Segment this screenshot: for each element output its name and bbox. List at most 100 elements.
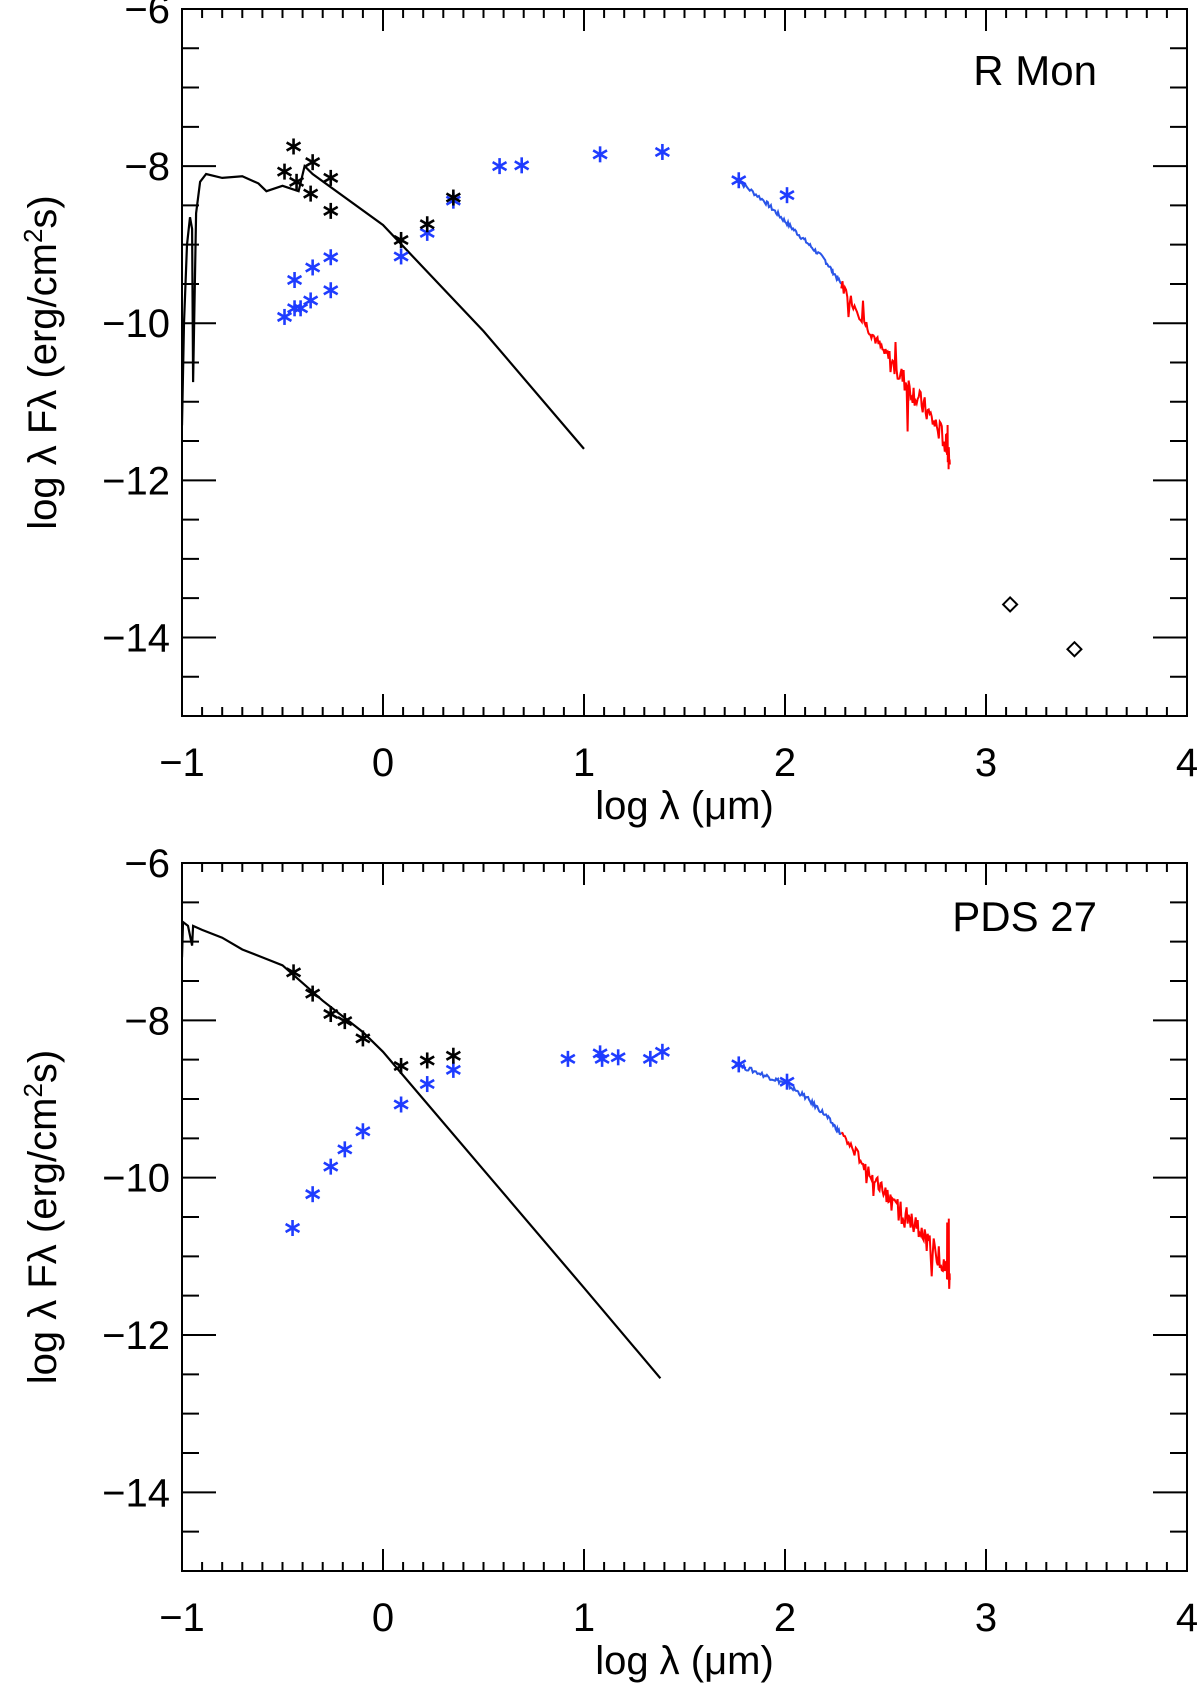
- observed-photometry-point: [419, 1052, 435, 1069]
- dereddened-photometry-point: [303, 292, 319, 309]
- dereddened-photometry-point: [355, 1123, 371, 1140]
- asterisk-stroke: [642, 1053, 658, 1065]
- asterisk-stroke: [276, 166, 293, 177]
- asterisk-stroke: [323, 252, 339, 263]
- x-tick-label: 0: [372, 741, 394, 785]
- y-tick-label: −14: [102, 616, 170, 660]
- asterisk-stroke: [654, 1046, 670, 1057]
- dereddened-photometry-point: [779, 187, 795, 204]
- x-tick-label: 3: [975, 741, 997, 785]
- asterisk-stroke: [305, 157, 321, 168]
- observed-photometry-point: [445, 1047, 461, 1064]
- asterisk-stroke: [305, 1189, 321, 1200]
- y-axis-label: log λ Fλ (erg/cm2s): [18, 195, 65, 530]
- asterisk-stroke: [293, 303, 309, 314]
- observed-photometry-point: [285, 964, 302, 981]
- dereddened-photometry-point: [642, 1050, 658, 1067]
- photosphere-model-line: [182, 163, 585, 450]
- observed-photometry-point: [323, 1006, 339, 1023]
- x-tick-label: 4: [1176, 1596, 1198, 1640]
- observed-photometry-point: [276, 163, 293, 180]
- dereddened-photometry-point: [560, 1050, 576, 1067]
- plot-frame: [181, 8, 1188, 717]
- y-tick-label: −8: [124, 999, 170, 1043]
- dereddened-photometry-point: [305, 1186, 321, 1203]
- observed-photometry-point: [305, 154, 321, 171]
- asterisk-stroke: [419, 219, 435, 230]
- observed-photometry-point: [419, 216, 435, 233]
- observed-photometry-point: [355, 1030, 371, 1047]
- asterisk-stroke: [393, 1060, 409, 1072]
- dereddened-photometry-point: [276, 308, 293, 325]
- asterisk-stroke: [305, 262, 321, 273]
- dereddened-photometry-point: [393, 248, 409, 265]
- observed-photometry-point: [337, 1013, 353, 1030]
- asterisk-stroke: [419, 1055, 435, 1066]
- plot-area: [182, 138, 1083, 658]
- observed-photometry-point: [445, 189, 461, 206]
- observed-photometry-point: [285, 138, 302, 155]
- x-tick-label: 4: [1176, 741, 1198, 785]
- dereddened-photometry-point: [286, 272, 303, 289]
- asterisk-stroke: [592, 149, 608, 160]
- dereddened-photometry-point: [594, 1050, 610, 1067]
- asterisk-stroke: [393, 234, 409, 246]
- asterisk-stroke: [323, 1161, 339, 1172]
- asterisk-stroke: [610, 1052, 626, 1063]
- asterisk-stroke: [323, 1008, 339, 1020]
- observed-photometry-point: [393, 231, 409, 248]
- asterisk-stroke: [355, 1126, 371, 1137]
- asterisk-stroke: [779, 1076, 795, 1087]
- x-tick-label: −1: [159, 741, 205, 785]
- asterisk-stroke: [276, 311, 293, 323]
- asterisk-stroke: [419, 227, 435, 239]
- x-tick-label: 3: [975, 1596, 997, 1640]
- asterisk-stroke: [305, 988, 321, 999]
- asterisk-stroke: [654, 146, 670, 158]
- asterisk-stroke: [303, 295, 319, 306]
- asterisk-stroke: [323, 172, 339, 184]
- y-axis-label: log λ Fλ (erg/cm2s): [18, 1050, 65, 1385]
- y-tick-label: −12: [102, 459, 170, 503]
- y-tick-label: −12: [102, 1314, 170, 1358]
- x-tick-label: −1: [159, 1596, 205, 1640]
- dereddened-photometry-point: [731, 1056, 747, 1073]
- dereddened-photometry-point: [654, 1043, 670, 1060]
- x-tick-label: 1: [573, 741, 595, 785]
- x-tick-label: 1: [573, 1596, 595, 1640]
- x-axis-label: log λ (μm): [595, 1639, 774, 1683]
- y-tick-label: −6: [124, 0, 170, 32]
- spectrum-short-wavelength: [734, 1062, 843, 1136]
- asterisk-stroke: [288, 176, 305, 187]
- asterisk-stroke: [284, 1222, 301, 1234]
- y-tick-label: −10: [102, 1157, 170, 1201]
- asterisk-stroke: [323, 285, 339, 296]
- asterisk-stroke: [514, 160, 530, 171]
- asterisk-stroke: [560, 1053, 576, 1065]
- y-tick-label: −8: [124, 145, 170, 189]
- dereddened-photometry-point: [592, 146, 608, 163]
- observed-photometry-point: [305, 985, 321, 1002]
- dereddened-photometry-point: [419, 1076, 435, 1093]
- y-tick-label: −10: [102, 302, 170, 346]
- asterisk-stroke: [393, 1099, 409, 1110]
- dereddened-photometry-point: [492, 158, 508, 175]
- observed-photometry-point: [323, 169, 339, 186]
- photosphere-model-line: [182, 919, 662, 1380]
- dereddened-photometry-point: [286, 300, 303, 317]
- asterisk-stroke: [286, 303, 303, 314]
- asterisk-stroke: [286, 274, 303, 286]
- spectrum-long-wavelength: [840, 1131, 951, 1289]
- spectrum-short-wavelength: [734, 177, 843, 285]
- submm-diamond-point: [1001, 596, 1019, 613]
- dereddened-photometry-point: [284, 1220, 301, 1237]
- asterisk-stroke: [731, 175, 747, 186]
- dereddened-photometry-point: [323, 249, 339, 266]
- dereddened-photometry-point: [393, 1096, 409, 1113]
- dereddened-photometry-point: [305, 259, 321, 276]
- asterisk-stroke: [355, 1033, 371, 1044]
- spectrum-long-wavelength: [840, 281, 951, 470]
- dereddened-photometry-point: [779, 1073, 795, 1090]
